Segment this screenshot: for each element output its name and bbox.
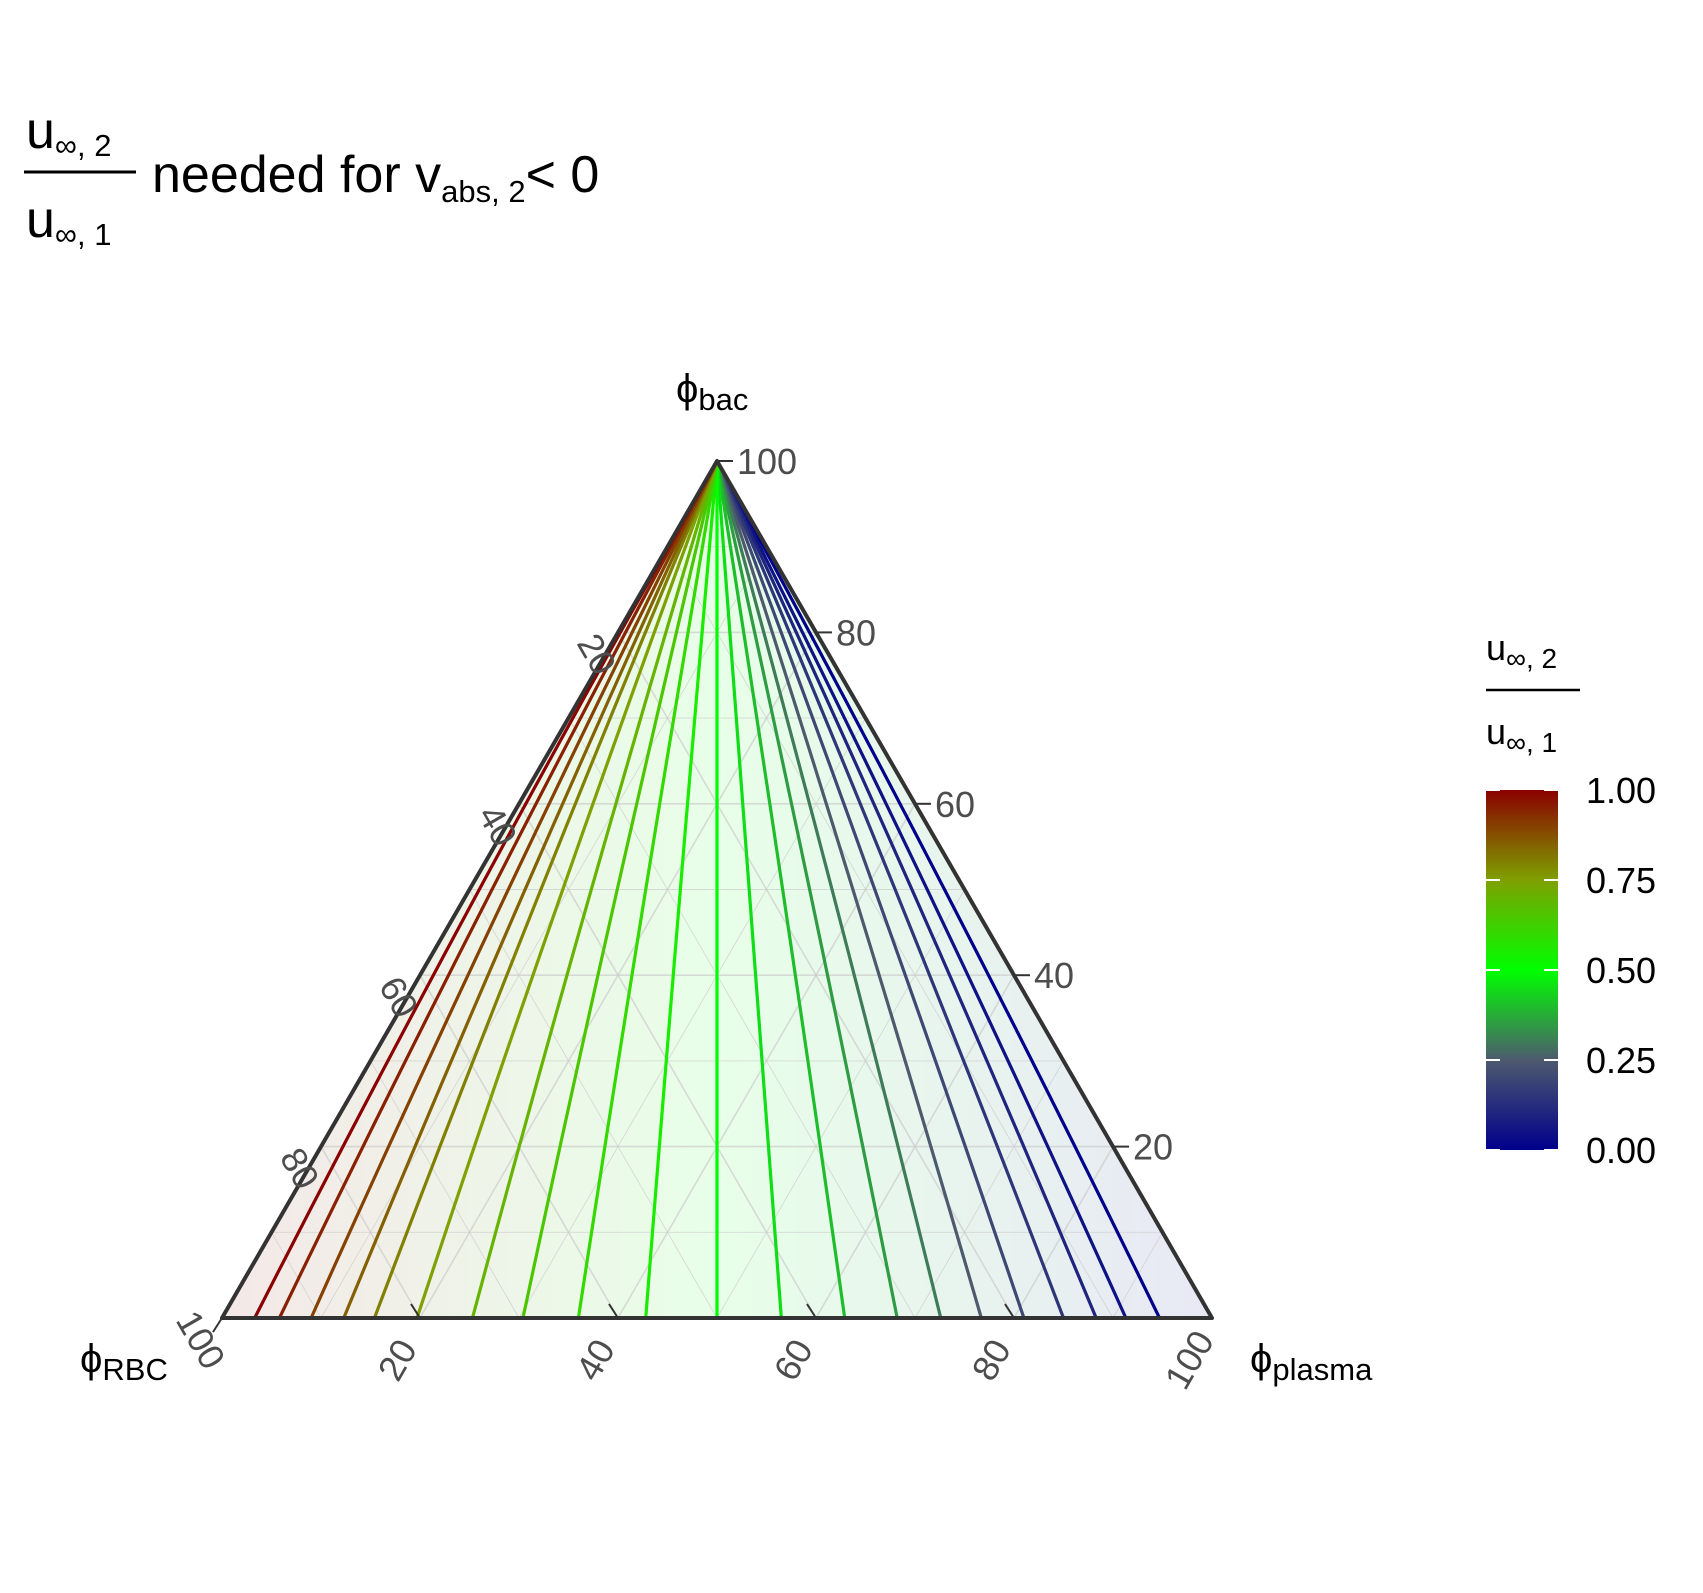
contour-line bbox=[715, 460, 1161, 1319]
legend-tick-label: 1.00 bbox=[1586, 770, 1656, 811]
legend-tick-label: 0.75 bbox=[1586, 860, 1656, 901]
grid-line bbox=[469, 889, 718, 1319]
grid-line bbox=[568, 717, 916, 1319]
axis-label-plasma: ϕplasma bbox=[1250, 1337, 1373, 1387]
grid-line bbox=[815, 974, 1015, 1319]
grid-line bbox=[271, 1232, 322, 1319]
contour-line bbox=[715, 460, 899, 1319]
contour-line bbox=[644, 460, 719, 1319]
contour-line bbox=[521, 460, 719, 1319]
axis-label-bac: ϕbac bbox=[676, 367, 748, 417]
grid-line bbox=[320, 546, 767, 1319]
tick-mark-plasma bbox=[806, 1303, 817, 1319]
contour-line bbox=[715, 460, 983, 1319]
contour-line bbox=[715, 460, 943, 1319]
legend-ticks: 1.00 0.75 0.50 0.25 0.00 bbox=[1486, 770, 1656, 1171]
tick-mark-plasma bbox=[1202, 1303, 1213, 1319]
tick-label-plasma: 60 bbox=[765, 1332, 821, 1387]
tick-mark-plasma bbox=[1004, 1303, 1015, 1319]
contour-line bbox=[372, 460, 719, 1319]
chart-title: u∞, 2 u∞, 1 needed for vabs, 2< 0 bbox=[24, 102, 599, 252]
tick-mark-plasma bbox=[608, 1303, 619, 1319]
tick-label-plasma: 20 bbox=[369, 1332, 425, 1387]
tick-mark-rbc bbox=[311, 1146, 322, 1162]
title-frac-numerator: u∞, 2 bbox=[26, 102, 112, 163]
legend: u∞, 2 u∞, 1 1.00 0.75 0.50 0.25 0.00 bbox=[1486, 627, 1656, 1171]
legend-tick-label: 0.50 bbox=[1586, 950, 1656, 991]
tick-mark-plasma bbox=[410, 1303, 421, 1319]
contour-line bbox=[415, 460, 719, 1319]
contour-line bbox=[342, 460, 719, 1319]
tick-label-bac: 100 bbox=[737, 441, 797, 482]
tick-label-plasma: 80 bbox=[963, 1332, 1019, 1387]
contour-line bbox=[715, 460, 1128, 1319]
grid-line bbox=[914, 1060, 1064, 1319]
title-main-text: needed for vabs, 2< 0 bbox=[152, 146, 599, 209]
grid-line bbox=[1013, 1146, 1114, 1319]
tick-mark-rbc bbox=[509, 803, 520, 819]
tick-mark-rbc bbox=[608, 631, 619, 647]
legend-tick-label: 0.00 bbox=[1586, 1130, 1656, 1171]
tick-label-bac: 20 bbox=[1133, 1127, 1173, 1168]
contour-line bbox=[715, 460, 1098, 1319]
ternary-outline bbox=[220, 459, 1214, 1320]
contour-line bbox=[309, 460, 719, 1319]
grid-line bbox=[518, 717, 866, 1319]
contour-line bbox=[470, 460, 719, 1319]
tick-mark-rbc bbox=[410, 974, 421, 990]
title-frac-denominator: u∞, 1 bbox=[26, 191, 112, 252]
tick-label-bac: 60 bbox=[935, 784, 975, 825]
tick-label-plasma: 40 bbox=[567, 1332, 623, 1387]
axis-label-rbc: ϕRBC bbox=[80, 1337, 168, 1387]
contour-line bbox=[715, 460, 847, 1319]
grid-line bbox=[370, 1060, 520, 1319]
tick-label-bac: 40 bbox=[1034, 955, 1074, 996]
contour-line bbox=[715, 460, 1026, 1319]
contour-lines bbox=[253, 460, 1161, 1319]
grid-line bbox=[320, 1146, 421, 1319]
tick-label-bac: 80 bbox=[836, 612, 876, 653]
contour-line bbox=[715, 460, 1065, 1319]
contour-line bbox=[576, 460, 719, 1319]
contour-line bbox=[715, 460, 783, 1319]
tick-mark-rbc bbox=[212, 1317, 223, 1333]
legend-title-numerator: u∞, 2 bbox=[1486, 627, 1557, 674]
legend-tick-label: 0.25 bbox=[1586, 1040, 1656, 1081]
contour-line bbox=[277, 460, 719, 1319]
legend-title-denominator: u∞, 1 bbox=[1486, 711, 1557, 758]
tick-label-plasma: 100 bbox=[1156, 1323, 1222, 1396]
